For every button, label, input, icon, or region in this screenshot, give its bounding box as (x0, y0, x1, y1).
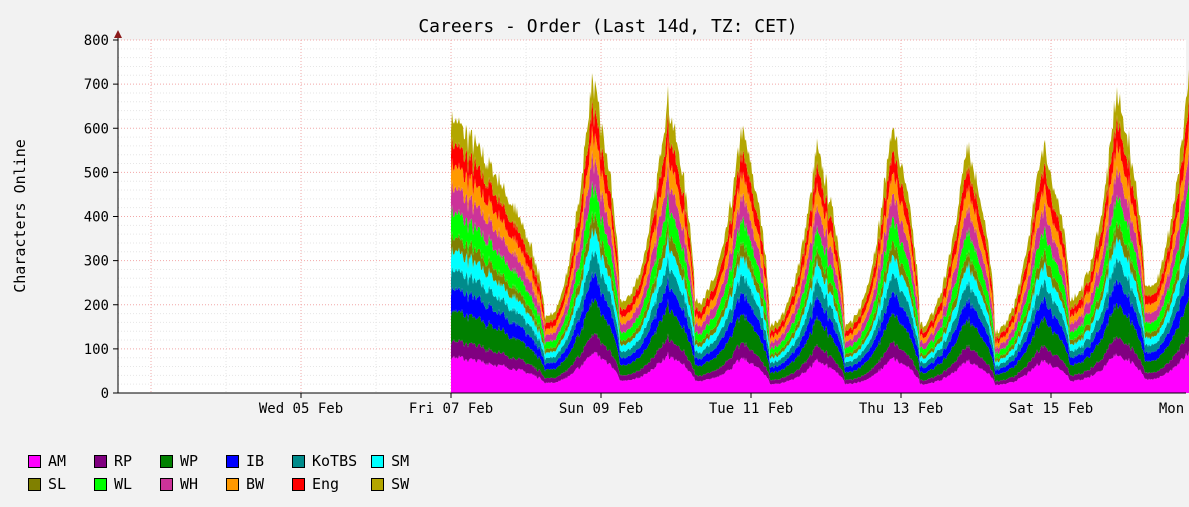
y-tick-label: 500 (84, 165, 109, 181)
legend-item-wh: WH (160, 475, 212, 493)
legend-item-sw: SW (371, 475, 423, 493)
x-tick-label: Wed 05 Feb (259, 401, 343, 417)
y-tick-label: 800 (84, 33, 109, 49)
legend-swatch (371, 477, 385, 491)
x-tick-label: Tue 11 Feb (709, 401, 793, 417)
legend-swatch (160, 454, 173, 468)
legend-label: SL (48, 475, 67, 493)
x-tick-label: Mon 17 Feb (1159, 401, 1189, 417)
legend-item-sl: SL (28, 475, 80, 493)
legend-item-kotbs: KoTBS (292, 452, 357, 470)
legend-label: SM (391, 452, 410, 470)
y-tick-label: 100 (84, 342, 109, 358)
legend: AM RP WP IB KoTBS SM SL WL WH BW Eng SW (28, 452, 423, 493)
legend-swatch (292, 454, 305, 468)
axes (113, 30, 1186, 394)
legend-label: IB (246, 452, 265, 470)
legend-item-wp: WP (160, 452, 212, 470)
legend-swatch (371, 454, 385, 468)
y-tick-label: 400 (84, 210, 109, 226)
legend-item-sm: SM (371, 452, 423, 470)
x-tick-label: Fri 07 Feb (409, 401, 493, 417)
y-tick-label: 600 (84, 121, 109, 137)
legend-swatch (292, 477, 305, 491)
legend-label: WP (180, 452, 199, 470)
legend-item-ib: IB (226, 452, 278, 470)
legend-swatch (28, 477, 41, 491)
y-tick-label: 700 (84, 77, 109, 93)
legend-label: AM (48, 452, 67, 470)
series-area-wp (451, 296, 1189, 382)
legend-item-eng: Eng (292, 475, 357, 493)
x-tick-label: Sun 09 Feb (559, 401, 643, 417)
legend-label: SW (391, 475, 410, 493)
y-axis-label: Characters Online (11, 139, 29, 293)
legend-label: KoTBS (312, 452, 358, 470)
y-tick-label: 300 (84, 254, 109, 270)
legend-item-am: AM (28, 452, 80, 470)
legend-swatch (94, 477, 107, 491)
series-area-rp (451, 332, 1189, 386)
legend-label: WH (180, 475, 199, 493)
legend-label: BW (246, 475, 265, 493)
y-axis-arrow (114, 30, 122, 38)
legend-swatch (160, 477, 173, 491)
ticks: 0 100 200 300 400 500 600 700 800 Wed 05 Feb Fri 0… (84, 33, 1189, 417)
legend-label: WL (114, 475, 133, 493)
series-area-am (451, 350, 1189, 393)
legend-label: RP (114, 452, 133, 470)
series-areas (451, 69, 1189, 393)
legend-swatch (226, 477, 239, 491)
x-tick-label: Thu 13 Feb (859, 401, 943, 417)
legend-item-rp: RP (94, 452, 146, 470)
legend-swatch (226, 454, 239, 468)
x-tick-label: Sat 15 Feb (1009, 401, 1093, 417)
legend-label: Eng (312, 475, 340, 493)
chart-title: Careers - Order (Last 14d, TZ: CET) (418, 16, 797, 37)
legend-swatch (94, 454, 107, 468)
y-tick-label: 200 (84, 298, 109, 314)
legend-item-wl: WL (94, 475, 146, 493)
legend-swatch (28, 454, 41, 468)
y-tick-label: 0 (101, 386, 109, 402)
legend-item-bw: BW (226, 475, 278, 493)
